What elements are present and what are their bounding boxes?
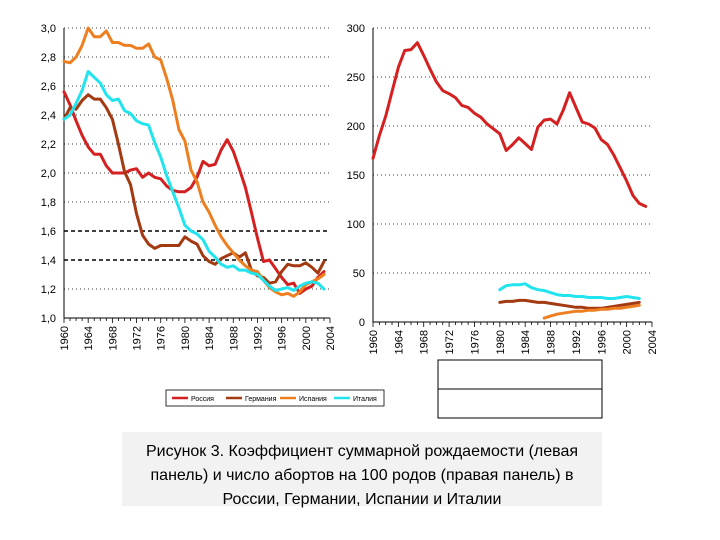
tfr-y-tick-3,0: 3,0 (41, 23, 56, 35)
tfr-line-italy (62, 70, 326, 292)
tfr-axes (63, 28, 331, 323)
tfr-y-tick-2,0: 2,0 (41, 168, 56, 180)
abortion-series-lines (371, 41, 648, 320)
tfr-x-tick-1960: 1960 (59, 326, 71, 350)
abortion-x-tick-1964: 1964 (393, 330, 405, 354)
abortion-line-russia (371, 41, 648, 208)
abortion-y-tick-labels: 0 50 100 150 200 250 300 (347, 23, 365, 329)
tfr-series-lines (62, 26, 326, 298)
tfr-x-tick-1964: 1964 (83, 326, 95, 350)
tfr-x-tick-labels: 1960 1964 1968 1972 1976 1980 1984 1988 1992 1996… (59, 326, 337, 350)
legend-label-italy: Италия (353, 396, 377, 403)
abortion-y-tick-0: 0 (359, 317, 365, 329)
tfr-x-tick-1976: 1976 (156, 326, 168, 350)
tfr-x-tick-1972: 1972 (132, 326, 144, 350)
tfr-x-tick-1968: 1968 (107, 326, 119, 350)
tfr-y-tick-2,2: 2,2 (41, 139, 56, 151)
abortion-x-tick-1972: 1972 (444, 330, 456, 354)
abortion-x-tick-1996: 1996 (596, 330, 608, 354)
abortion-y-tick-150: 150 (347, 170, 365, 182)
abortion-x-tick-1984: 1984 (520, 330, 532, 354)
tfr-y-tick-1,0: 1,0 (41, 313, 56, 325)
legend-items: Россия Германия Испания Италия (172, 396, 377, 403)
abortion-y-tick-100: 100 (347, 219, 365, 231)
abortion-axes (372, 28, 653, 327)
tfr-x-tick-2004: 2004 (325, 326, 337, 350)
tfr-gridlines (64, 27, 330, 290)
abortion-line-germany (498, 298, 641, 310)
abortion-y-tick-300: 300 (347, 23, 365, 35)
legend-label-russia: Россия (191, 396, 214, 403)
abortion-x-tick-1968: 1968 (419, 330, 431, 354)
tfr-x-tick-1996: 1996 (277, 326, 289, 350)
empty-table (437, 359, 603, 419)
figure-caption: Рисунок 3. Коэффициент суммарной рождаем… (145, 443, 579, 508)
abortion-x-tick-2000: 2000 (622, 330, 634, 354)
legend-label-germany: Германия (245, 396, 277, 403)
legend-box (165, 389, 385, 407)
tfr-x-tick-1992: 1992 (252, 326, 264, 350)
abortion-y-tick-50: 50 (353, 268, 365, 280)
tfr-line-germany (62, 93, 326, 285)
tfr-x-tick-1988: 1988 (228, 326, 240, 350)
tfr-y-tick-labels: 1,0 1,2 1,4 1,6 1,8 2,0 2,2 2,4 2,6 2,8 3,0 (41, 23, 56, 325)
abortion-x-tick-1980: 1980 (495, 330, 507, 354)
abortion-line-spain (542, 303, 641, 320)
tfr-x-tick-1984: 1984 (204, 326, 216, 350)
tfr-y-tick-1,6: 1,6 (41, 226, 56, 238)
tfr-y-tick-1,4: 1,4 (41, 255, 56, 267)
abortion-x-tick-1988: 1988 (546, 330, 558, 354)
tfr-line-spain (62, 26, 326, 298)
abortion-x-tick-1960: 1960 (368, 330, 380, 354)
tfr-y-tick-2,8: 2,8 (41, 52, 56, 64)
abortion-x-tick-2004: 2004 (647, 330, 659, 354)
abortion-x-tick-1992: 1992 (571, 330, 583, 354)
abortion-gridlines (373, 27, 652, 274)
legend: Россия Германия Испания Италия (122, 360, 438, 432)
abortion-x-tick-1976: 1976 (469, 330, 481, 354)
caption-box: Рисунок 3. Коэффициент суммарной рождаем… (122, 432, 602, 508)
tfr-chart: 1,01,21,41,61,82,02,22,42,62,83,0 1960 19… (41, 23, 337, 350)
tfr-y-tick-1,2: 1,2 (41, 284, 56, 296)
tfr-line-russia (62, 90, 326, 295)
abortion-x-tick-labels: 1960 1964 1968 1972 1976 1980 1984 1988 1992 1996… (368, 330, 659, 354)
abortion-y-tick-200: 200 (347, 121, 365, 133)
abortion-line-italy (498, 282, 641, 300)
abortion-y-tick-250: 250 (347, 72, 365, 84)
tfr-y-tick-1,8: 1,8 (41, 197, 56, 209)
tfr-y-tick-2,4: 2,4 (41, 110, 56, 122)
tfr-y-tick-2,6: 2,6 (41, 81, 56, 93)
tfr-x-tick-1980: 1980 (180, 326, 192, 350)
legend-label-spain: Испания (299, 396, 327, 403)
tfr-x-tick-2000: 2000 (301, 326, 313, 350)
